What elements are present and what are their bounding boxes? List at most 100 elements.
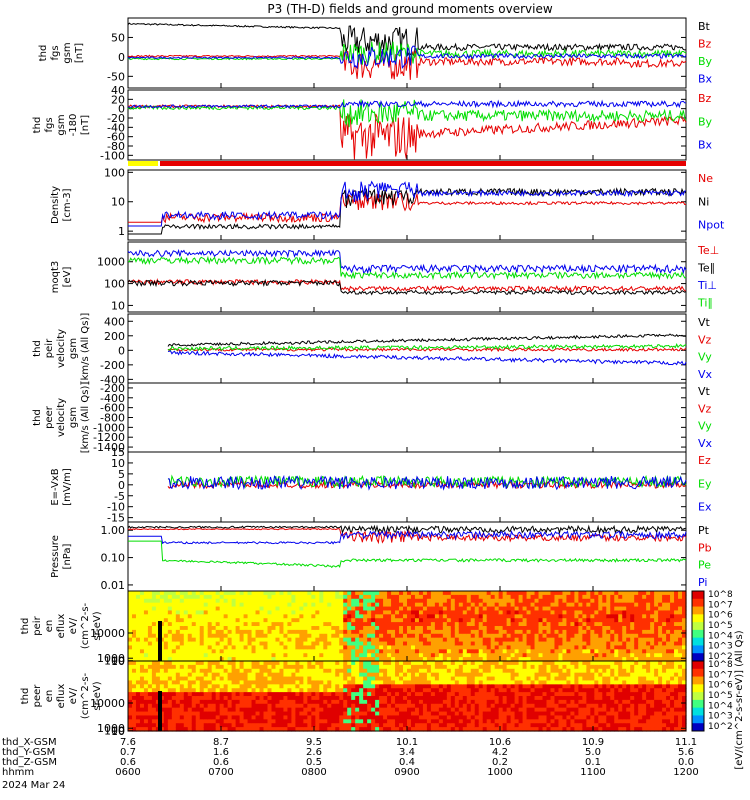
spectrogram-cell bbox=[311, 618, 316, 623]
spectrogram-cell bbox=[462, 715, 468, 720]
spectrogram-cell bbox=[634, 649, 639, 654]
spectrogram-cell bbox=[570, 622, 575, 627]
spectrogram-cell bbox=[542, 641, 548, 647]
spectrogram-cell bbox=[458, 598, 464, 604]
spectrogram-cell bbox=[498, 703, 504, 709]
spectrogram-cell bbox=[502, 602, 508, 608]
spectrogram-cell bbox=[359, 711, 364, 717]
spectrogram-cell bbox=[351, 707, 356, 713]
spectrogram-cell bbox=[147, 692, 153, 697]
spectrogram-cell bbox=[642, 618, 647, 623]
spectrogram-cell bbox=[550, 629, 556, 635]
spectrogram-cell bbox=[462, 692, 468, 697]
spectrogram-cell bbox=[542, 699, 548, 705]
spectrogram-cell bbox=[167, 594, 173, 600]
spectrogram-cell bbox=[506, 641, 512, 647]
spectrogram-cell bbox=[323, 598, 328, 604]
spectrogram-cell bbox=[407, 696, 412, 701]
spectrogram-cell bbox=[179, 715, 185, 720]
spectrogram-cell bbox=[554, 699, 560, 705]
spectrogram-cell bbox=[446, 672, 452, 678]
spectrogram-cell bbox=[634, 618, 639, 623]
spectrogram-cell bbox=[371, 664, 376, 670]
spectrogram-cell bbox=[526, 661, 532, 666]
spectrogram-cell bbox=[347, 649, 352, 654]
spectrogram-cell bbox=[243, 668, 249, 674]
spectrogram-cell bbox=[291, 661, 296, 666]
spectrogram-cell bbox=[546, 727, 552, 732]
spectrogram-cell bbox=[395, 696, 400, 701]
spectrogram-cell bbox=[391, 653, 396, 658]
spectrogram-cell bbox=[135, 676, 141, 682]
spectrogram-cell bbox=[510, 598, 516, 604]
spectrogram-cell bbox=[327, 618, 332, 623]
spectrogram-cell bbox=[207, 711, 213, 717]
spectrogram-cell bbox=[514, 657, 520, 662]
spectrogram-cell bbox=[466, 692, 472, 697]
spectrogram-cell bbox=[375, 602, 380, 608]
spectrogram-cell bbox=[319, 653, 324, 658]
spectrogram-cell bbox=[287, 649, 293, 654]
spectrogram-cell bbox=[323, 629, 328, 635]
spectrogram-cell bbox=[399, 626, 404, 631]
spectrogram-cell bbox=[323, 661, 328, 666]
mode-bar-fast bbox=[160, 161, 686, 166]
spectrogram-cell bbox=[211, 649, 217, 654]
spectrogram-cell bbox=[175, 645, 181, 650]
spectrogram-cell bbox=[550, 610, 556, 615]
spectrogram-cell bbox=[498, 614, 504, 619]
spectrogram-cell bbox=[450, 606, 456, 612]
spectrogram-cell bbox=[187, 614, 193, 619]
spectrogram-cell bbox=[514, 668, 520, 674]
spectrogram-cell bbox=[131, 680, 137, 685]
spectrogram-cell bbox=[626, 618, 631, 623]
spectrogram-cell bbox=[211, 610, 217, 615]
spectrogram-cell bbox=[339, 711, 344, 717]
spectrogram-cell bbox=[363, 602, 368, 608]
spectrogram-cell bbox=[331, 602, 336, 608]
spectrogram-cell bbox=[514, 637, 520, 643]
spectrogram-cell bbox=[191, 715, 197, 720]
spectrogram-cell bbox=[542, 723, 548, 728]
spectrogram-cell bbox=[235, 653, 241, 658]
spectrogram-cell bbox=[263, 723, 269, 728]
spectrogram-cell bbox=[518, 672, 524, 678]
spectrogram-cell bbox=[590, 696, 595, 701]
spectrogram-cell bbox=[403, 680, 408, 685]
spectrogram-cell bbox=[666, 591, 671, 596]
spectrogram-cell bbox=[367, 699, 372, 705]
ylabel-line: [nT] bbox=[74, 43, 85, 63]
spectrogram-cell bbox=[171, 649, 177, 654]
spectrogram-cell bbox=[271, 598, 277, 604]
spectrogram-cell bbox=[482, 626, 488, 631]
spectrogram-cell bbox=[474, 672, 480, 678]
spectrogram-cell bbox=[219, 657, 225, 662]
spectrogram-cell bbox=[167, 711, 173, 717]
spectrogram-cell bbox=[514, 606, 520, 612]
spectrogram-cell bbox=[530, 723, 536, 728]
spectrogram-cell bbox=[323, 602, 328, 608]
spectrogram-cell bbox=[267, 602, 273, 608]
spectrogram-cell bbox=[195, 680, 201, 685]
spectrogram-cell bbox=[287, 594, 293, 600]
spectrogram-cell bbox=[478, 727, 484, 732]
spectrogram-cell bbox=[490, 688, 496, 693]
spectrogram-cell bbox=[147, 707, 153, 713]
spectrogram-cell bbox=[359, 692, 364, 697]
spectrogram-cell bbox=[514, 614, 520, 619]
spectrogram-cell bbox=[267, 696, 273, 701]
spectrogram-cell bbox=[131, 641, 137, 647]
spectrogram-cell bbox=[486, 633, 492, 639]
spectrogram-cell bbox=[418, 668, 424, 674]
spectrogram-cell bbox=[163, 591, 169, 596]
spectrogram-cell bbox=[307, 661, 312, 666]
spectrogram-cell bbox=[171, 692, 177, 697]
spectrogram-cell bbox=[514, 664, 520, 670]
spectrogram-cell bbox=[434, 688, 440, 693]
spectrogram-cell bbox=[650, 657, 655, 662]
spectrogram-cell bbox=[630, 626, 635, 631]
spectrogram-cell bbox=[247, 703, 253, 709]
spectrogram-cell bbox=[211, 711, 217, 717]
spectrogram-cell bbox=[267, 727, 273, 732]
spectrogram-cell bbox=[662, 594, 667, 600]
